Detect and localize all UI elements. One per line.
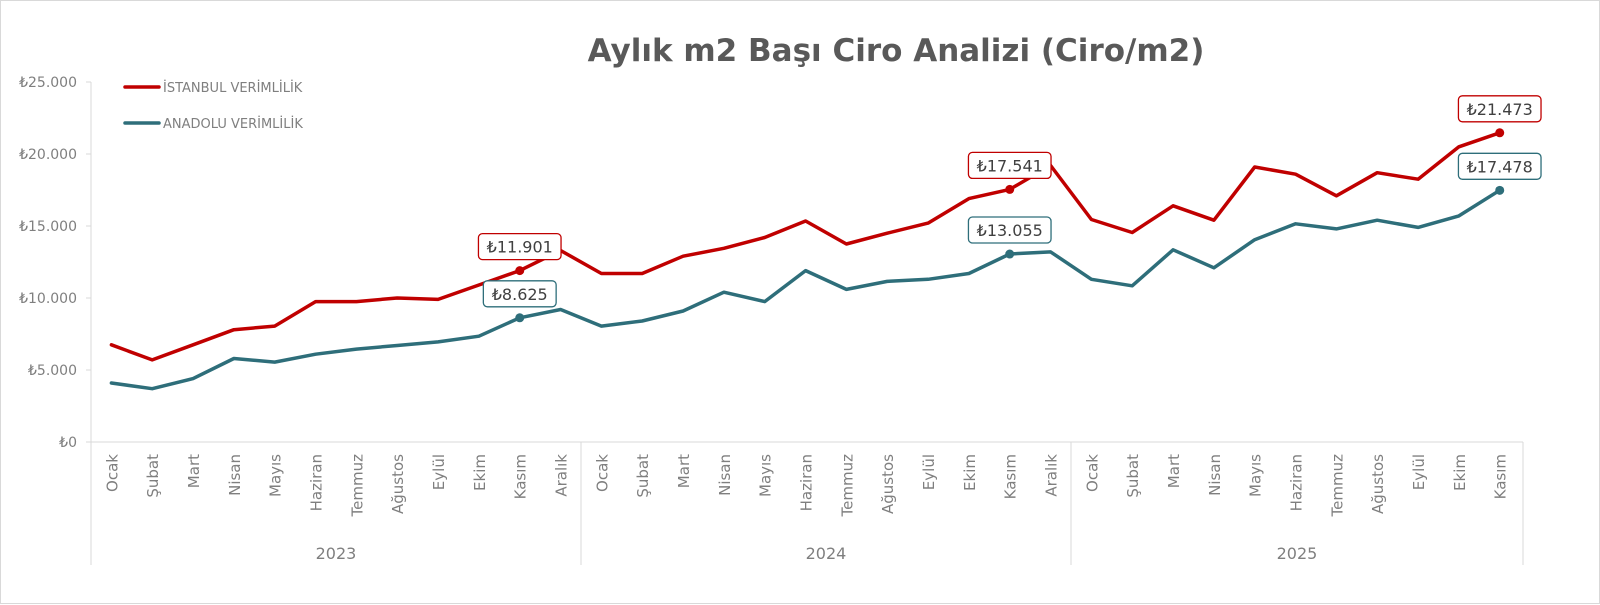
x-tick-label: Mart [185, 454, 203, 488]
y-tick-label: ₺5.000 [28, 363, 77, 379]
data-point-marker [515, 313, 525, 323]
x-tick-label: Aralık [1043, 454, 1061, 497]
x-tick-label: Ocak [1083, 454, 1101, 492]
year-group-label: 2025 [1277, 544, 1318, 563]
legend: İSTANBUL VERİMLİLİK ANADOLU VERİMLİLİK [123, 80, 303, 132]
data-point-marker [1005, 249, 1015, 259]
data-callouts: ₺11.901 ₺17.541 ₺21.473 ₺8.625 ₺13.055 ₺17.47… [477, 95, 1542, 323]
x-tick-label: Şubat [1124, 454, 1142, 498]
x-axis-ticks: Ocak Şubat Mart Nisan Mayıs Haziran Temmuz Ağus… [90, 442, 1524, 565]
data-label: ₺13.055 [977, 221, 1043, 240]
data-label: ₺21.473 [1467, 100, 1533, 119]
x-tick-label: Temmuz [348, 454, 366, 518]
data-label-box [967, 216, 1052, 244]
x-tick-label: Ağustos [1369, 454, 1387, 514]
y-tick-label: ₺10.000 [19, 291, 77, 307]
x-tick-label: Eylül [920, 454, 938, 490]
legend-label: İSTANBUL VERİMLİLİK [163, 80, 303, 96]
x-tick-label: Mart [675, 454, 693, 488]
x-tick-label: Ocak [593, 454, 611, 492]
x-tick-label: Şubat [144, 454, 162, 498]
x-tick-label: Eylül [430, 454, 448, 490]
x-tick-label: Eylül [1410, 454, 1428, 490]
data-label-box [1457, 95, 1542, 123]
x-tick-label: Kasım [1002, 454, 1020, 499]
y-tick-label: ₺25.000 [19, 75, 77, 91]
x-tick-label: Kasım [1492, 454, 1510, 499]
data-label: ₺17.541 [977, 156, 1043, 175]
x-tick-label: Temmuz [1328, 454, 1346, 518]
series-line-istanbul [109, 131, 1502, 362]
year-group-label: 2024 [806, 544, 847, 563]
chart-title: Aylık m2 Başı Ciro Analizi (Ciro/m2) [588, 33, 1205, 69]
x-tick-label: Nisan [716, 454, 734, 496]
data-label: ₺11.901 [487, 238, 553, 257]
data-label-box [1457, 152, 1542, 180]
x-tick-label: Ekim [471, 454, 489, 491]
year-group-label: 2023 [316, 544, 357, 563]
x-tick-label: Aralık [553, 454, 571, 497]
series-lines [109, 131, 1502, 391]
data-point-marker [1495, 185, 1505, 195]
x-tick-label: Ağustos [389, 454, 407, 514]
x-tick-label: Şubat [634, 454, 652, 498]
y-axis-ticks: ₺0 ₺5.000 ₺10.000 ₺15.000 ₺20.000 ₺25.000 [19, 75, 91, 451]
x-tick-label: Nisan [226, 454, 244, 496]
x-tick-label: Mayıs [267, 454, 285, 497]
x-tick-label: Mayıs [1247, 454, 1265, 497]
x-tick-label: Ekim [1451, 454, 1469, 491]
series-line-anadolu [109, 188, 1502, 391]
data-point-marker [1495, 128, 1505, 138]
data-label: ₺8.625 [492, 285, 548, 304]
x-tick-label: Temmuz [838, 454, 856, 518]
x-tick-label: Mayıs [757, 454, 775, 497]
x-tick-label: Haziran [1288, 454, 1306, 511]
data-label-box [967, 151, 1052, 180]
data-point-marker [515, 266, 525, 276]
y-tick-label: ₺20.000 [19, 147, 77, 163]
y-tick-label: ₺15.000 [19, 219, 77, 235]
y-tick-label: ₺0 [59, 435, 77, 451]
x-tick-label: Ekim [961, 454, 979, 491]
x-tick-label: Mart [1165, 454, 1183, 488]
data-label-box [482, 280, 557, 308]
data-label-box [477, 232, 562, 261]
data-label: ₺17.478 [1467, 157, 1533, 176]
x-tick-label: Haziran [798, 454, 816, 511]
x-tick-label: Haziran [308, 454, 326, 511]
data-point-marker [1005, 184, 1015, 194]
axes [90, 82, 1523, 443]
x-tick-label: Ağustos [879, 454, 897, 514]
x-tick-label: Ocak [103, 454, 121, 492]
x-tick-label: Nisan [1206, 454, 1224, 496]
legend-label: ANADOLU VERİMLİLİK [163, 116, 303, 132]
x-tick-label: Kasım [512, 454, 530, 499]
